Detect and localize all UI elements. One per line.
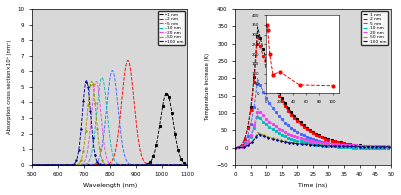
- Y-axis label: Absorption cross section×10⁶ (nm²): Absorption cross section×10⁶ (nm²): [7, 40, 12, 134]
- Legend: 1 nm, 2 nm, 5 nm, 10 nm, 20 nm, 50 nm, 100 nm: 1 nm, 2 nm, 5 nm, 10 nm, 20 nm, 50 nm, 1…: [158, 11, 185, 45]
- X-axis label: Wavelength (nm): Wavelength (nm): [83, 183, 137, 188]
- Y-axis label: Temperature Increase (K): Temperature Increase (K): [205, 53, 211, 121]
- Legend: 1 nm, 2 nm, 5 nm, 10 nm, 20 nm, 50 nm, 100 nm: 1 nm, 2 nm, 5 nm, 10 nm, 20 nm, 50 nm, 1…: [361, 11, 388, 45]
- X-axis label: Time (ns): Time (ns): [298, 183, 328, 188]
